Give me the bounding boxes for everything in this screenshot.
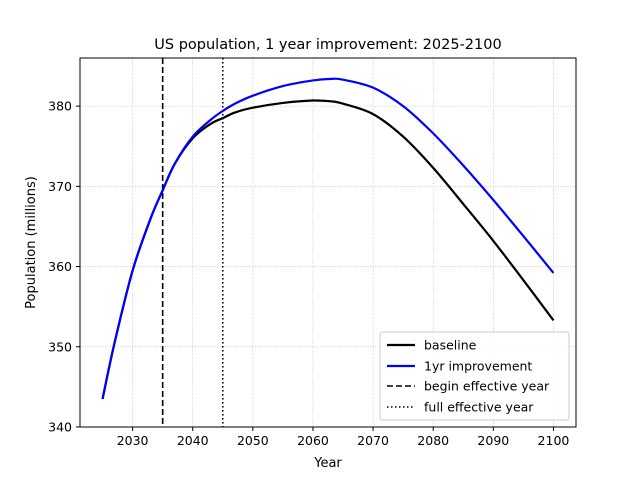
x-tick-label: 2050: [237, 433, 269, 448]
x-tick-label: 2090: [477, 433, 509, 448]
x-tick-label: 2080: [417, 433, 449, 448]
legend-baseline-label: baseline: [424, 338, 477, 353]
legend: baseline 1yr improvement begin effective…: [380, 332, 569, 420]
y-tick-label: 350: [48, 339, 72, 354]
legend-improvement-label: 1yr improvement: [424, 359, 532, 374]
y-axis-label: Population (millions): [24, 176, 39, 309]
chart-title: US population, 1 year improvement: 2025-…: [154, 37, 501, 53]
y-tick-label: 360: [48, 259, 72, 274]
y-tick-label: 370: [48, 179, 72, 194]
x-tick-label: 2100: [538, 433, 570, 448]
x-tick-label: 2070: [357, 433, 389, 448]
x-axis-label: Year: [313, 456, 342, 471]
legend-begin-effective-label: begin effective year: [424, 379, 550, 394]
y-tick-label: 340: [48, 420, 72, 435]
legend-full-effective-label: full effective year: [424, 400, 534, 415]
x-tick-label: 2040: [177, 433, 209, 448]
x-tick-label: 2060: [297, 433, 329, 448]
y-tick-label: 380: [48, 99, 72, 114]
x-tick-label: 2030: [117, 433, 149, 448]
